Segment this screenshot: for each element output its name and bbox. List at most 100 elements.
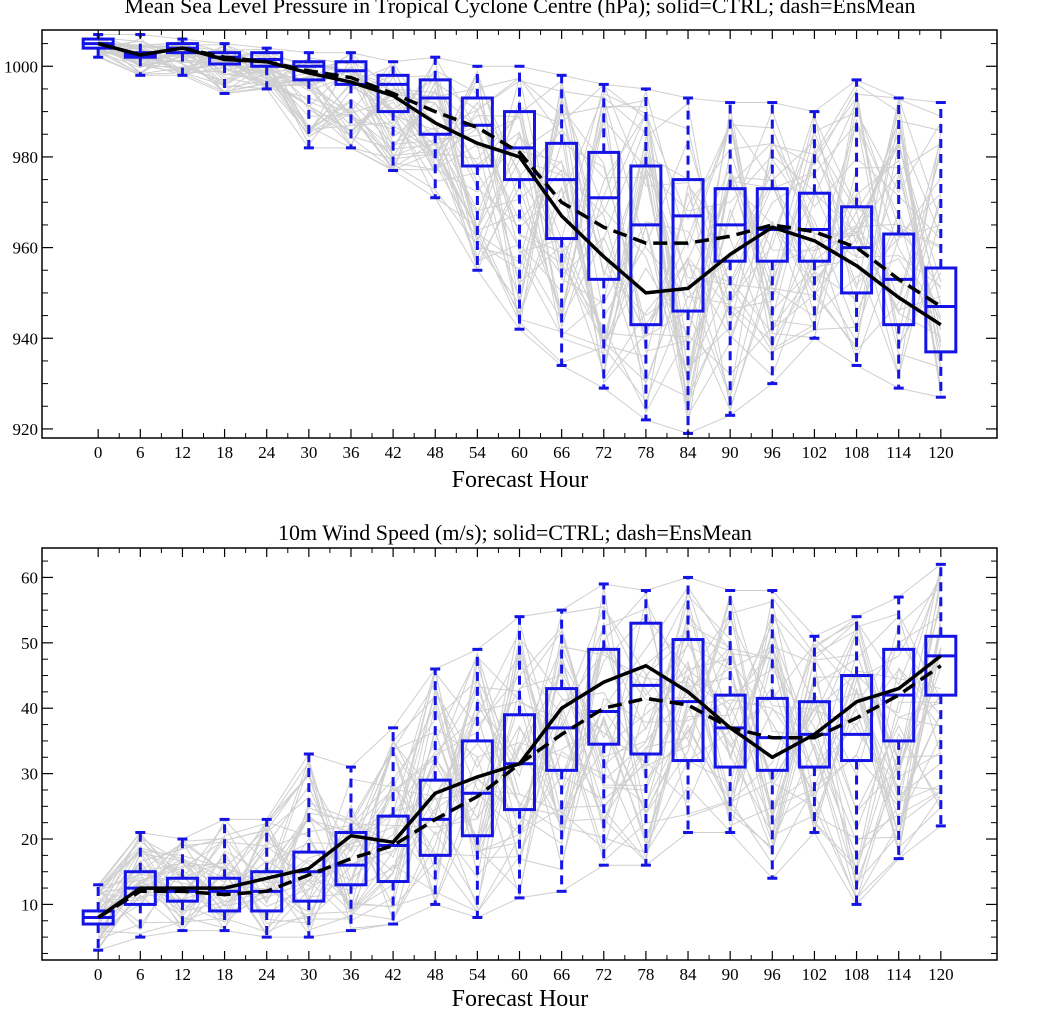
y-tick-label: 60 [21, 568, 38, 587]
box-iqr [629, 621, 663, 756]
pressure-box-h108 [840, 78, 874, 367]
pressure-box-h102 [797, 110, 831, 340]
pressure-member-trace [98, 48, 942, 343]
x-tick-label: 30 [300, 443, 317, 462]
wind-box-h36 [334, 765, 368, 933]
y-tick-label: 20 [21, 830, 38, 849]
box-iqr [418, 778, 452, 857]
x-tick-label: 102 [802, 443, 828, 462]
box-iqr [840, 205, 874, 295]
box-iqr [671, 638, 705, 763]
box-iqr [503, 110, 536, 182]
x-tick-label: 18 [216, 443, 233, 462]
x-tick-label: 84 [680, 443, 698, 462]
y-tick-label: 40 [21, 699, 38, 718]
x-tick-label: 90 [722, 965, 739, 984]
x-tick-label: 108 [844, 443, 870, 462]
x-tick-label: 42 [385, 443, 402, 462]
y-tick-label: 920 [13, 420, 39, 439]
pressure-box-h84 [671, 96, 705, 435]
box-iqr [924, 266, 958, 354]
box-iqr [418, 78, 452, 136]
pressure-member-trace [98, 47, 941, 402]
x-tick-label: 96 [764, 965, 781, 984]
box-iqr [376, 73, 410, 114]
pressure-box-h96 [755, 101, 789, 386]
x-tick-label: 114 [886, 965, 911, 984]
x-tick-label: 36 [342, 443, 359, 462]
x-tick-label: 72 [595, 965, 612, 984]
wind-panel: 10m Wind Speed (m/s); solid=CTRL; dash=E… [21, 520, 998, 1011]
x-tick-label: 78 [637, 965, 654, 984]
x-tick-label: 36 [342, 965, 359, 984]
pressure-box-h78 [629, 87, 663, 422]
x-tick-label: 30 [300, 965, 317, 984]
wind-member-trace [97, 629, 942, 943]
y-tick-label: 940 [13, 329, 39, 348]
box-iqr [797, 191, 831, 263]
x-tick-label: 24 [258, 443, 276, 462]
x-tick-label: 18 [216, 965, 233, 984]
x-tick-label: 72 [595, 443, 612, 462]
wind-axes: 0 6 12 18 24 30 36 42 48 54 60 66 72 78 84 90 96 102 108 11… [21, 548, 997, 984]
x-tick-label: 102 [802, 965, 828, 984]
x-tick-label: 120 [928, 965, 954, 984]
box-iqr [713, 693, 747, 769]
x-tick-label: 54 [469, 443, 487, 462]
wind-box-h78 [629, 589, 663, 867]
pressure-box-h54 [460, 64, 494, 272]
x-tick-label: 84 [680, 965, 698, 984]
box-iqr [545, 141, 579, 241]
x-tick-label: 42 [385, 965, 402, 984]
wind-box-h66 [545, 608, 579, 893]
x-tick-label: 0 [94, 965, 103, 984]
box-iqr [629, 164, 663, 327]
x-tick-label: 60 [511, 965, 528, 984]
pressure-axes: 0 6 12 18 24 30 36 42 48 54 60 66 72 78 84 90 96 102 108 11… [4, 30, 997, 462]
pressure-mean-lines [97, 41, 942, 327]
wind-chart-title: 10m Wind Speed (m/s); solid=CTRL; dash=E… [278, 520, 752, 545]
box-iqr [755, 187, 789, 263]
x-tick-label: 48 [427, 965, 444, 984]
x-tick-label: 54 [469, 965, 487, 984]
x-tick-label: 78 [637, 443, 654, 462]
pressure-panel: Mean Sea Level Pressure in Tropical Cycl… [4, 0, 998, 493]
pressure-box-h72 [587, 82, 621, 390]
wind-box-h30 [292, 752, 326, 939]
x-tick-label: 6 [136, 965, 145, 984]
pressure-box-h66 [545, 73, 579, 367]
pressure-box-h90 [713, 101, 747, 417]
pressure-box-h42 [376, 60, 410, 173]
pressure-box-h120 [924, 101, 958, 399]
box-iqr [460, 96, 494, 168]
pressure-boxplots [81, 33, 958, 435]
box-iqr [334, 830, 368, 887]
x-tick-label: 96 [764, 443, 781, 462]
pressure-x-axis-label: Forecast Hour [452, 467, 589, 493]
x-tick-label: 66 [553, 965, 570, 984]
y-tick-label: 30 [21, 765, 38, 784]
pressure-ctrl-line [97, 41, 942, 327]
box-iqr [840, 674, 874, 763]
wind-box-h0 [81, 883, 115, 952]
y-tick-label: 50 [21, 634, 38, 653]
wind-x-axis-label: Forecast Hour [452, 986, 589, 1011]
wind-mean-lines [97, 654, 942, 919]
pressure-box-h48 [418, 55, 452, 200]
wind-box-h120 [924, 562, 958, 828]
x-tick-label: 0 [94, 443, 103, 462]
box-iqr [587, 647, 621, 746]
box-iqr [503, 713, 536, 812]
x-tick-label: 120 [928, 443, 954, 462]
x-tick-label: 66 [553, 443, 570, 462]
wind-box-h72 [587, 582, 621, 867]
box-iqr [334, 60, 368, 86]
wind-box-h108 [840, 615, 874, 906]
box-iqr [292, 850, 326, 903]
wind-box-h102 [797, 634, 831, 834]
wind-box-h114 [882, 595, 916, 861]
box-iqr [587, 150, 621, 281]
x-tick-label: 60 [511, 443, 528, 462]
pressure-ensmean-line [97, 41, 942, 308]
